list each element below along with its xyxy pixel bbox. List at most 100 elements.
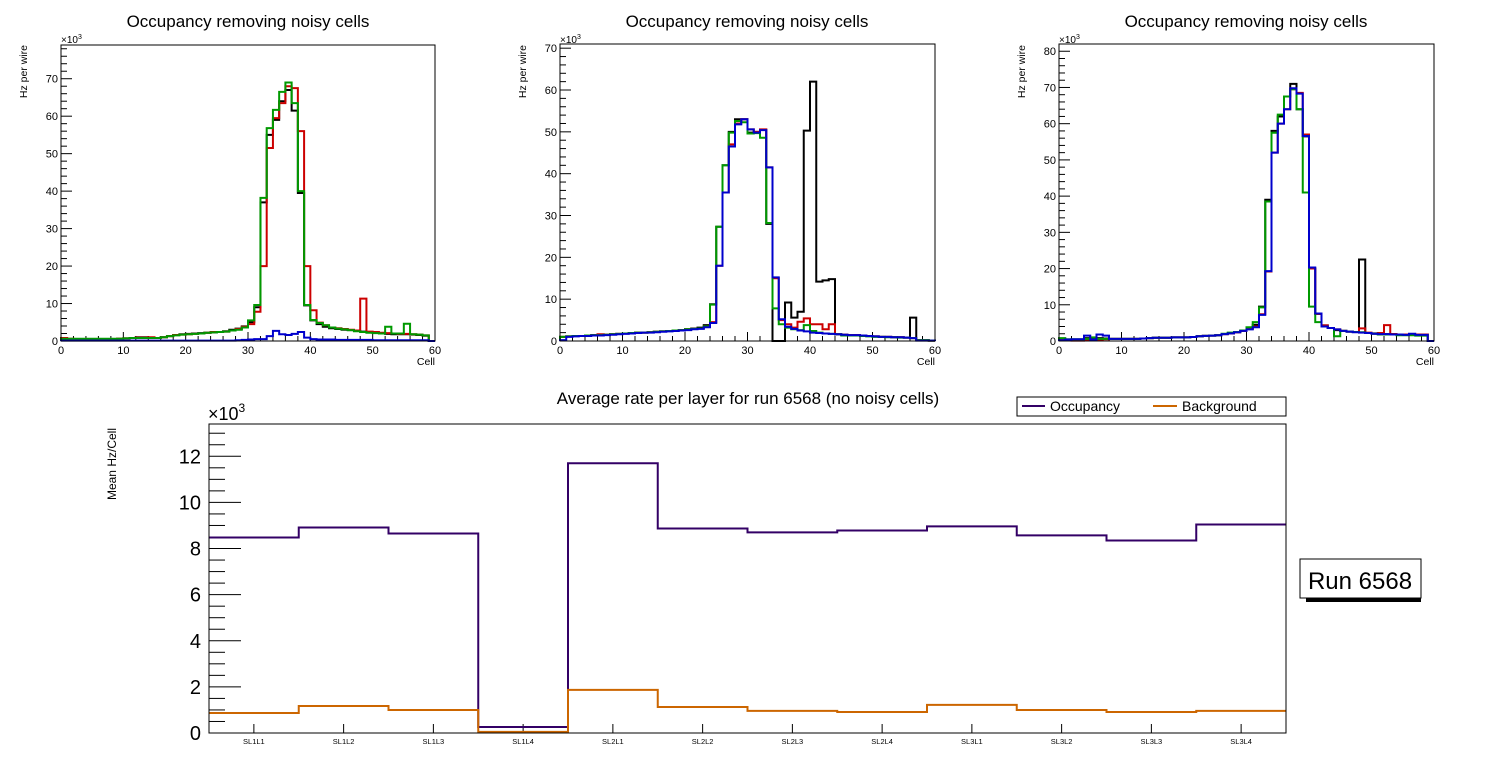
y-multiplier: ×103 <box>1059 34 1080 46</box>
y-tick-label: 8 <box>190 539 201 561</box>
axis-ticks: 0 2 4 6 8 10 12 SL1L1 SL1L2 SL1L3 SL1L4 SL2L1 SL2L2 S… <box>179 432 1252 746</box>
y-tick-label: 70 <box>46 74 58 86</box>
y-tick-label: 70 <box>545 43 557 55</box>
y-tick-label: 30 <box>545 211 557 223</box>
y-multiplier: ×103 <box>208 401 246 424</box>
series-blue <box>559 118 936 342</box>
series-group <box>60 81 435 342</box>
annotation-box <box>1299 558 1422 599</box>
series-group <box>209 462 1286 733</box>
y-tick-label: 0 <box>551 336 557 348</box>
y-tick-label: 60 <box>46 111 58 123</box>
x-tick-label: SL1L1 <box>243 737 265 746</box>
y-tick-label: 12 <box>179 446 201 468</box>
x-tick-label: 0 <box>557 345 563 357</box>
x-tick-label: SL1L2 <box>333 737 355 746</box>
x-tick-label: 10 <box>1115 345 1127 357</box>
x-tick-label: 20 <box>679 345 691 357</box>
x-tick-label: 30 <box>242 345 254 357</box>
y-axis-label: Hz per wire <box>517 45 529 98</box>
x-tick-label: SL1L3 <box>423 737 445 746</box>
legend-box <box>1016 396 1287 417</box>
series-occupancy <box>209 462 1286 729</box>
x-axis-label: Cell <box>917 356 935 368</box>
series-black <box>1058 82 1434 342</box>
annotation-text: Run 6568 <box>1308 568 1412 595</box>
x-axis-label: Cell <box>417 356 435 368</box>
x-axis-label: Cell <box>1416 356 1434 368</box>
x-tick-label: SL2L1 <box>602 737 624 746</box>
x-tick-label: 30 <box>1240 345 1252 357</box>
legend: Occupancy Background <box>1016 396 1287 417</box>
y-tick-label: 50 <box>545 127 557 139</box>
x-tick-label: 40 <box>304 345 316 357</box>
y-tick-label: 60 <box>1044 119 1056 131</box>
series-background <box>209 688 1286 733</box>
y-tick-label: 50 <box>1044 155 1056 167</box>
y-tick-label: 0 <box>52 336 58 348</box>
annotation-shadow <box>1306 598 1421 602</box>
x-tick-label: 60 <box>929 345 941 357</box>
x-tick-label: SL2L2 <box>692 737 714 746</box>
series-black <box>60 88 435 342</box>
y-tick-label: 40 <box>46 186 58 198</box>
x-tick-label: 50 <box>1365 345 1377 357</box>
axis-ticks: 0 10 20 30 40 50 60 70 0 10 20 30 40 50 60 <box>46 48 441 357</box>
legend-label-background: Background <box>1182 398 1257 414</box>
legend-label-occupancy: Occupancy <box>1050 398 1120 414</box>
run-annotation: Run 6568 <box>1299 558 1422 602</box>
y-multiplier: ×103 <box>61 34 82 46</box>
plot-frame <box>1058 43 1435 342</box>
x-tick-label: 50 <box>866 345 878 357</box>
series-red <box>559 118 936 342</box>
panel-title: Occupancy removing noisy cells <box>127 12 370 31</box>
x-tick-label: SL3L3 <box>1141 737 1163 746</box>
series-blue <box>1058 87 1434 342</box>
y-tick-label: 0 <box>1050 336 1056 348</box>
x-tick-label: 10 <box>117 345 129 357</box>
y-tick-label: 70 <box>1044 82 1056 94</box>
y-tick-label: 50 <box>46 149 58 161</box>
y-multiplier: ×103 <box>560 34 581 46</box>
series-red <box>60 85 435 342</box>
series-green <box>60 81 435 342</box>
x-tick-label: SL3L1 <box>961 737 983 746</box>
axis-ticks: 0 10 20 30 40 50 60 70 80 0 10 20 30 40 50 60 <box>1044 43 1440 357</box>
panel-title: Average rate per layer for run 6568 (no … <box>557 389 939 408</box>
y-axis-label: Hz per wire <box>1016 45 1028 98</box>
y-tick-label: 4 <box>190 631 201 653</box>
x-tick-label: 60 <box>1428 345 1440 357</box>
x-tick-label: 50 <box>367 345 379 357</box>
y-tick-label: 10 <box>545 294 557 306</box>
panel-top-left: Occupancy removing noisy cells Hz per wi… <box>18 12 441 368</box>
y-tick-label: 0 <box>190 723 201 745</box>
x-tick-label: SL1L4 <box>512 737 534 746</box>
x-tick-label: 20 <box>1178 345 1190 357</box>
x-tick-label: 40 <box>804 345 816 357</box>
x-tick-label: 30 <box>741 345 753 357</box>
plot-frame <box>559 43 936 342</box>
x-tick-label: SL3L2 <box>1051 737 1073 746</box>
panel-title: Occupancy removing noisy cells <box>626 12 869 31</box>
plot-frame <box>208 423 1287 734</box>
y-tick-label: 30 <box>1044 227 1056 239</box>
series-green <box>1058 88 1434 342</box>
axis-ticks: 0 10 20 30 40 50 60 70 0 10 20 30 40 50 60 <box>545 43 941 357</box>
y-tick-label: 20 <box>46 261 58 273</box>
series-group <box>1058 82 1434 342</box>
y-tick-label: 10 <box>1044 300 1056 312</box>
x-tick-label: 10 <box>616 345 628 357</box>
x-tick-label: 60 <box>429 345 441 357</box>
y-tick-label: 10 <box>179 492 201 514</box>
y-tick-label: 20 <box>1044 264 1056 276</box>
y-tick-label: 40 <box>545 169 557 181</box>
x-tick-label: SL2L3 <box>782 737 804 746</box>
series-red <box>1058 88 1434 342</box>
x-tick-label: 0 <box>58 345 64 357</box>
x-tick-label: 0 <box>1056 345 1062 357</box>
panel-bottom-layer-rates: Average rate per layer for run 6568 (no … <box>105 389 1422 746</box>
y-axis-label: Hz per wire <box>18 45 30 98</box>
y-tick-label: 2 <box>190 677 201 699</box>
x-tick-label: SL2L4 <box>871 737 893 746</box>
y-tick-label: 40 <box>1044 191 1056 203</box>
